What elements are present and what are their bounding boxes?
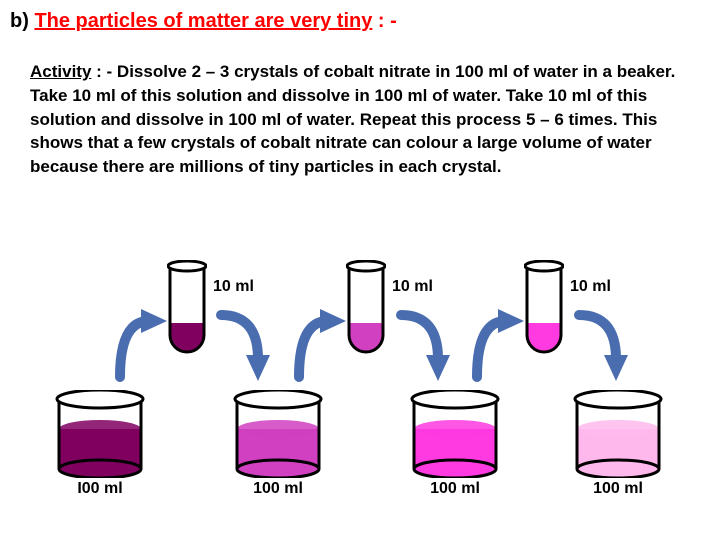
beaker-label-3: 100 ml <box>410 480 500 498</box>
test-tube-2 <box>346 260 386 360</box>
activity-text: Dissolve 2 – 3 crystals of cobalt nitrat… <box>30 62 675 176</box>
beaker-1: I00 ml <box>55 390 145 498</box>
test-tube-label-1: 10 ml <box>213 278 254 296</box>
activity-sep: : - <box>91 62 117 81</box>
beaker-3: 100 ml <box>410 390 500 498</box>
transfer-arrow-1 <box>114 305 169 388</box>
activity-paragraph: Activity : - Dissolve 2 – 3 crystals of … <box>30 60 700 179</box>
transfer-arrow-5 <box>471 305 526 388</box>
title-suffix: : - <box>372 10 396 32</box>
beaker-label-1: I00 ml <box>55 480 145 498</box>
dilution-diagram: 10 ml 10 ml 10 ml I00 ml 100 ml 100 ml 100 ml <box>0 260 720 540</box>
title-main: The particles of matter are very tiny <box>34 10 372 32</box>
beaker-label-2: 100 ml <box>233 480 323 498</box>
activity-label: Activity <box>30 62 91 81</box>
title-prefix: b) <box>10 10 34 32</box>
transfer-arrow-3 <box>293 305 348 388</box>
test-tube-label-3: 10 ml <box>570 278 611 296</box>
test-tube-3 <box>524 260 564 360</box>
beaker-label-4: 100 ml <box>573 480 663 498</box>
test-tube-1 <box>167 260 207 360</box>
transfer-arrow-6 <box>573 305 628 388</box>
beaker-2: 100 ml <box>233 390 323 498</box>
section-title: b) The particles of matter are very tiny… <box>10 10 397 33</box>
beaker-4: 100 ml <box>573 390 663 498</box>
transfer-arrow-2 <box>215 305 270 388</box>
test-tube-label-2: 10 ml <box>392 278 433 296</box>
transfer-arrow-4 <box>395 305 450 388</box>
